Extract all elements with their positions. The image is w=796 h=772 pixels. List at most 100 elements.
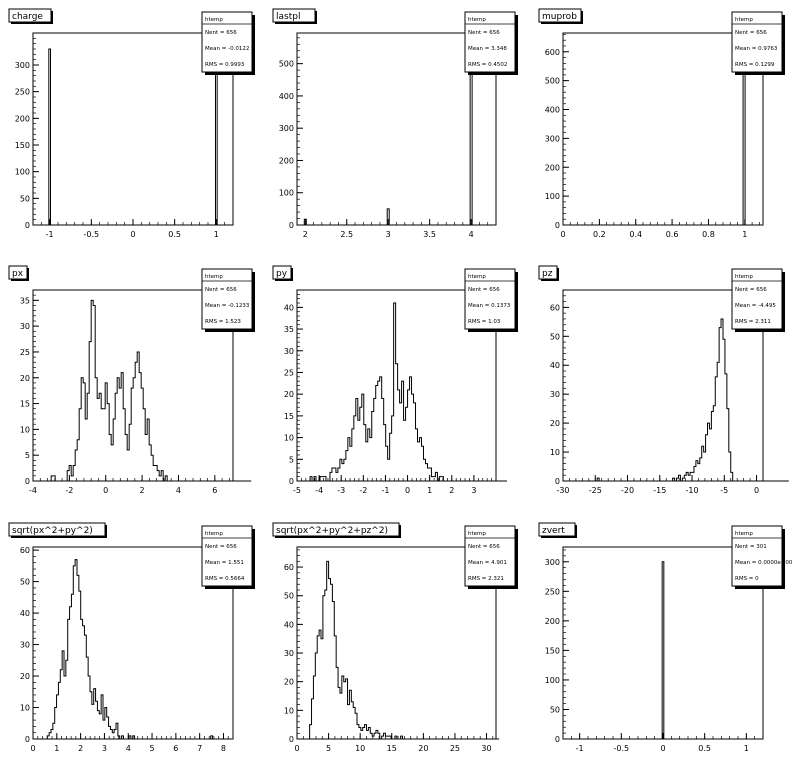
- y-tick-label: 200: [279, 156, 294, 165]
- x-tick-label: -0.5: [84, 230, 100, 239]
- stats-rms: RMS = 0.1299: [735, 62, 775, 68]
- y-tick-label: 300: [279, 124, 294, 133]
- stats-entries: Nent = 656: [735, 287, 767, 293]
- stats-entries: Nent = 656: [205, 287, 237, 293]
- stats-box: [201, 11, 253, 73]
- y-tick-label: 50: [550, 332, 560, 341]
- histogram-line: [308, 302, 508, 482]
- y-tick-label: 20: [550, 419, 560, 428]
- y-tick-label: 40: [284, 620, 294, 629]
- plot-frame: [32, 289, 234, 482]
- stats-rms: RMS = 0.5664: [205, 576, 245, 582]
- x-tick-label: 15: [387, 744, 397, 753]
- x-tick-label: -2: [359, 486, 367, 495]
- stats-rms: RMS = 1.523: [205, 319, 241, 325]
- y-tick-label: 20: [284, 390, 294, 399]
- stats-box: [731, 11, 783, 73]
- y-tick-label: 0: [25, 477, 30, 486]
- y-tick-label: 500: [545, 77, 560, 86]
- histogram-line: [309, 560, 500, 740]
- y-tick-label: 60: [20, 546, 30, 555]
- y-tick-label: 50: [20, 578, 30, 587]
- panel-title: pz: [542, 269, 553, 279]
- stats-mean: Mean = 1.551: [205, 560, 244, 566]
- y-tick-label: 200: [545, 617, 560, 626]
- x-tick-label: 0.5: [168, 230, 181, 239]
- panel-title: muprob: [542, 12, 577, 22]
- y-tick-label: 0: [25, 221, 30, 230]
- histogram-line: [48, 48, 218, 225]
- stats-entries: Nent = 656: [735, 30, 767, 36]
- y-tick-label: 10: [284, 706, 294, 715]
- y-tick-label: 5: [289, 455, 294, 464]
- stats-header: htemp: [468, 274, 486, 280]
- stats-entries: Nent = 656: [205, 30, 237, 36]
- title-box: [538, 265, 558, 280]
- x-tick-label: 0: [103, 486, 108, 495]
- y-tick-label: 400: [545, 106, 560, 115]
- x-tick-label: 4: [469, 230, 474, 239]
- stats-box: [464, 525, 516, 587]
- histogram-line: [46, 559, 233, 740]
- x-tick-label: 2: [140, 486, 145, 495]
- x-tick-label: -25: [589, 486, 602, 495]
- histogram-line: [661, 561, 665, 739]
- y-tick-label: 100: [279, 189, 294, 198]
- stats-header: htemp: [735, 531, 753, 537]
- histogram-line: [50, 299, 252, 482]
- stats-entries: Nent = 656: [468, 30, 500, 36]
- x-tick-label: -1: [576, 744, 584, 753]
- x-tick-label: 3: [102, 744, 107, 753]
- x-tick-label: 0: [30, 744, 35, 753]
- y-tick-label: 20: [284, 678, 294, 687]
- stats-header: htemp: [735, 274, 753, 280]
- histogram-line: [303, 34, 473, 225]
- histogram-line: [595, 318, 789, 482]
- x-tick-label: 4: [126, 744, 131, 753]
- stats-rms: RMS = 0.4502: [468, 62, 507, 68]
- y-tick-label: 30: [20, 322, 30, 331]
- stats-entries: Nent = 301: [735, 544, 767, 550]
- x-tick-label: 0: [130, 230, 135, 239]
- y-tick-label: 10: [20, 704, 30, 713]
- stats-header: htemp: [735, 17, 753, 23]
- y-tick-label: 0: [555, 477, 560, 486]
- x-tick-label: 1: [54, 744, 59, 753]
- x-tick-label: 0.8: [702, 230, 715, 239]
- y-tick-label: 600: [545, 48, 560, 57]
- title-box: [272, 522, 400, 537]
- panel-title: sqrt(px^2+py^2): [12, 526, 93, 536]
- stats-rms: RMS = 0: [735, 576, 759, 582]
- y-tick-label: 100: [545, 676, 560, 685]
- stats-mean: Mean = -0.0122: [205, 46, 249, 52]
- y-tick-label: 300: [545, 134, 560, 143]
- y-tick-label: 40: [20, 609, 30, 618]
- panel-title: px: [12, 269, 24, 279]
- x-tick-label: 0.5: [698, 744, 711, 753]
- x-tick-label: 0: [660, 744, 665, 753]
- y-tick-label: 10: [20, 425, 30, 434]
- y-tick-label: 150: [15, 141, 30, 150]
- y-tick-label: 200: [545, 163, 560, 172]
- y-tick-label: 35: [284, 325, 294, 334]
- panel-title: sqrt(px^2+py^2+pz^2): [276, 526, 388, 536]
- stats-mean: Mean = 0.9763: [735, 46, 778, 52]
- x-tick-label: -4: [315, 486, 323, 495]
- x-tick-label: -5: [720, 486, 728, 495]
- x-tick-label: 5: [150, 744, 155, 753]
- stats-mean: Mean = 4.901: [468, 560, 507, 566]
- title-box: [8, 522, 106, 537]
- y-tick-label: 0: [289, 477, 294, 486]
- panel-title: charge: [12, 12, 43, 22]
- histogram-panel-5: -30 -25 -20 -15 -10 -5 0 0 10 20 30 40 50 60 pz htemp Ne…: [538, 265, 789, 495]
- stats-header: htemp: [205, 531, 223, 537]
- stats-rms: RMS = 2.321: [468, 576, 504, 582]
- y-tick-label: 50: [20, 194, 30, 203]
- stats-mean: Mean = -0.1233: [205, 303, 250, 309]
- stats-mean: Mean = 0.0000e+00: [735, 560, 793, 566]
- x-tick-label: 8: [221, 744, 226, 753]
- x-tick-label: -2: [65, 486, 73, 495]
- y-tick-label: 10: [284, 434, 294, 443]
- plot-frame: [562, 32, 764, 226]
